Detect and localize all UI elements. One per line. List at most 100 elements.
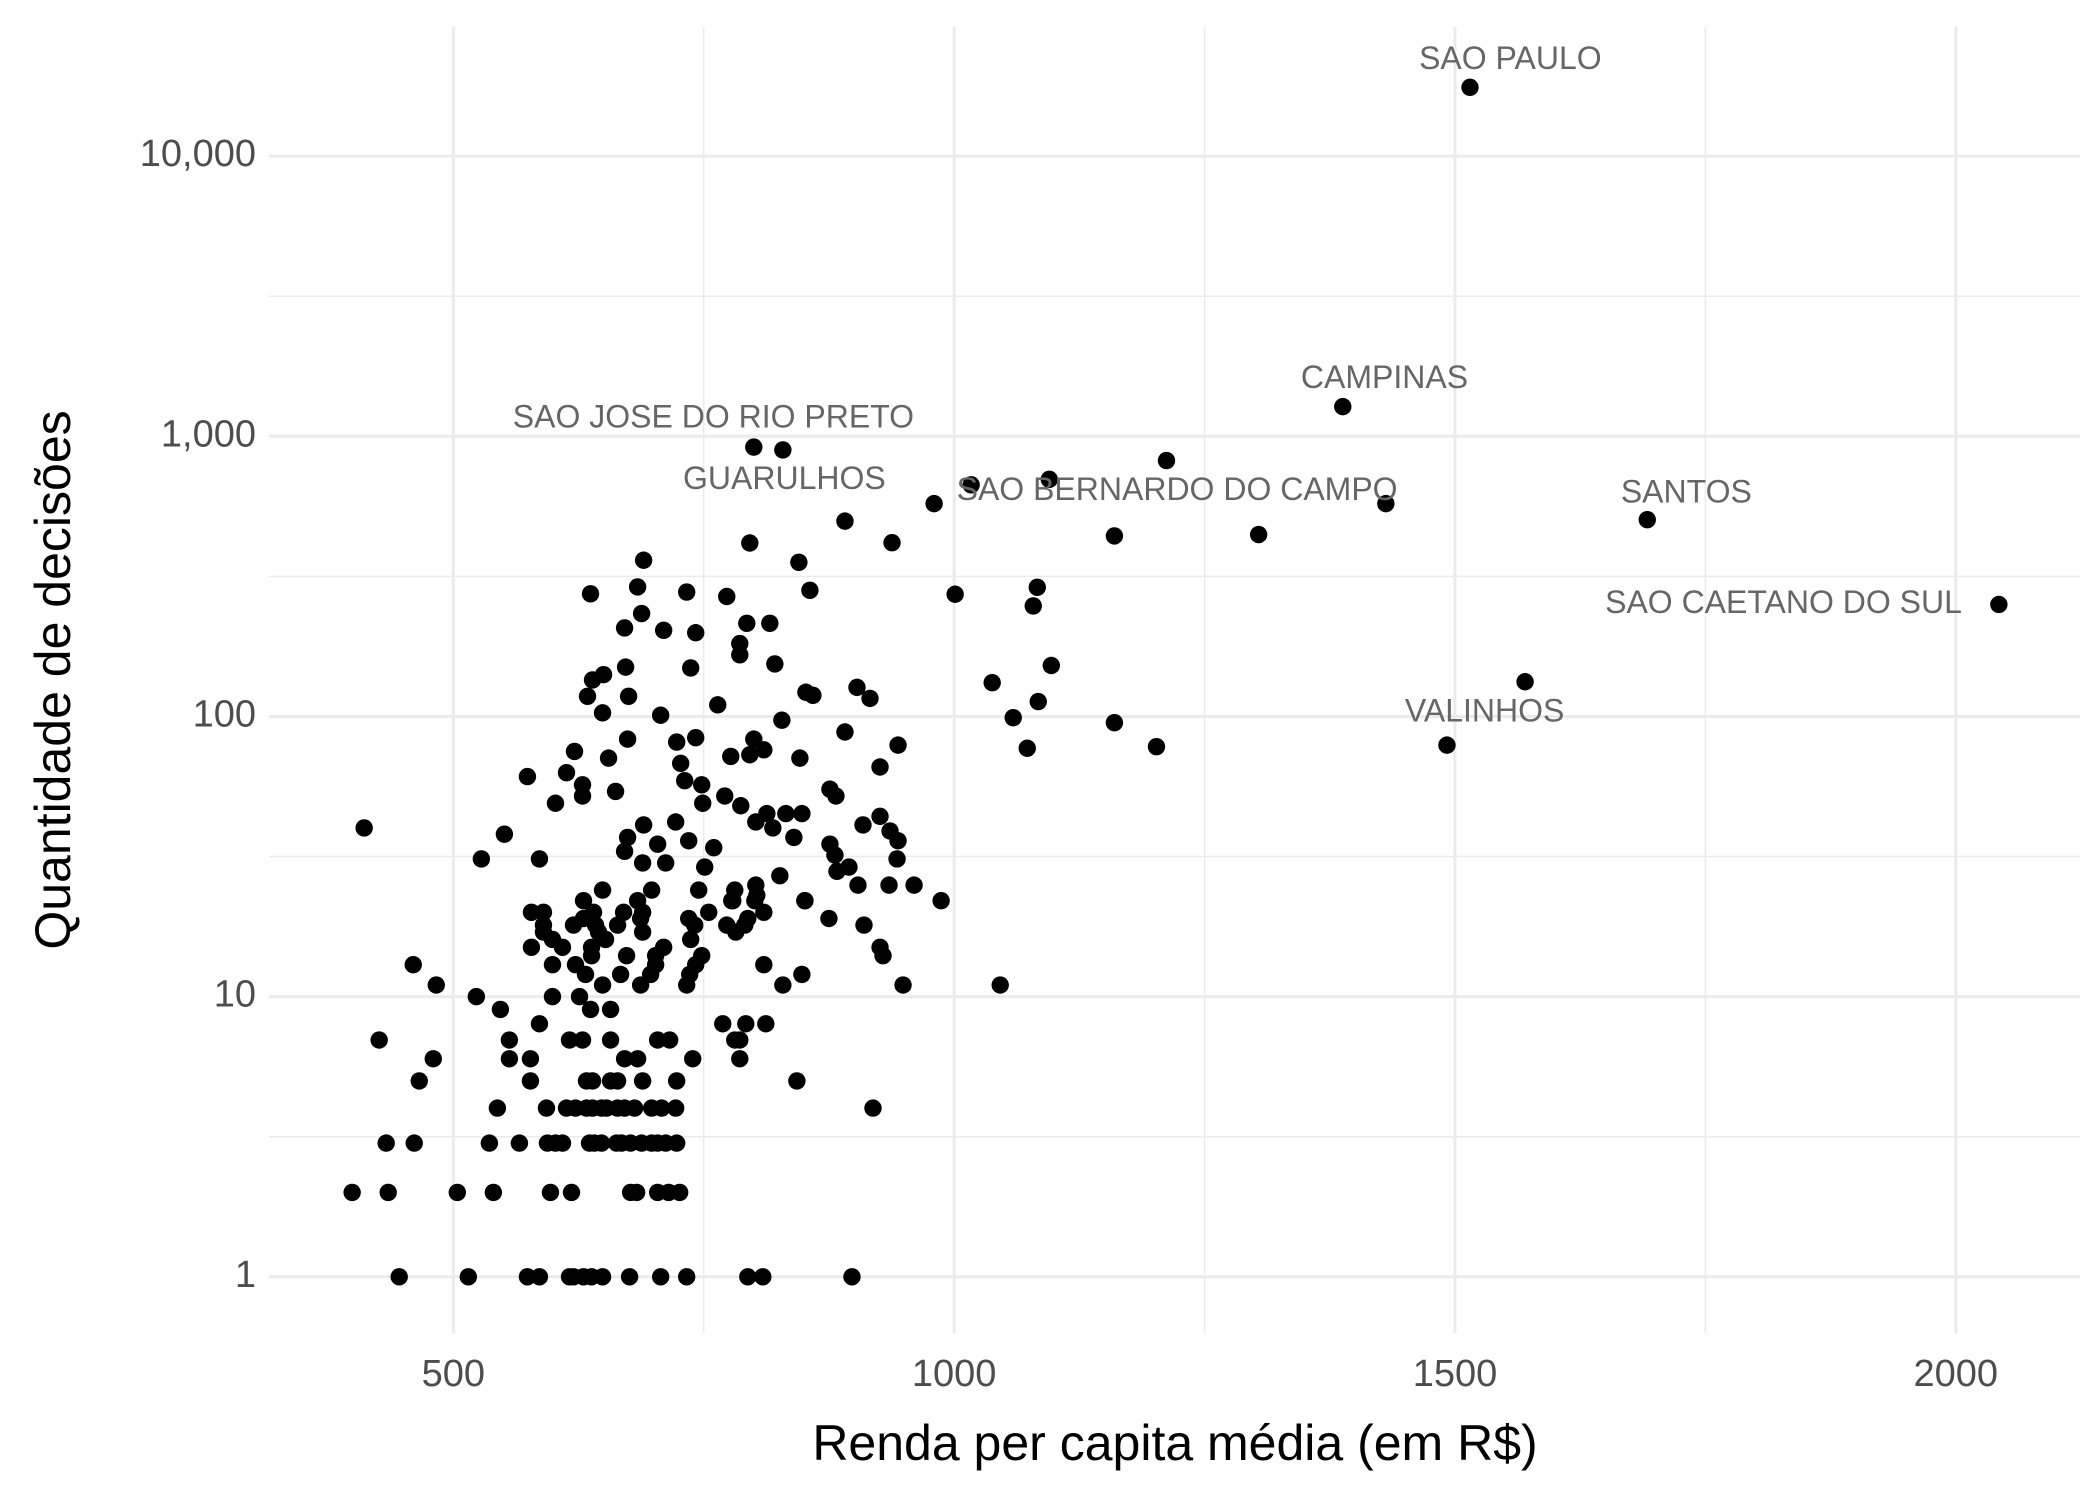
point <box>774 976 792 994</box>
point <box>883 534 901 552</box>
x-tick-label: 2000 <box>1914 1353 1999 1395</box>
point <box>738 614 756 633</box>
y-tick-label: 1,000 <box>161 413 256 455</box>
point <box>905 876 923 894</box>
point <box>404 955 422 974</box>
point <box>700 903 718 921</box>
point <box>894 976 912 994</box>
point <box>660 1031 679 1049</box>
point <box>1029 692 1047 711</box>
point <box>1040 470 1058 489</box>
point <box>741 534 759 552</box>
point <box>611 965 630 984</box>
point <box>599 749 618 767</box>
point <box>1028 578 1046 597</box>
point <box>880 876 898 894</box>
point <box>562 1183 581 1202</box>
point <box>620 1268 639 1286</box>
point <box>355 819 373 837</box>
x-tick-label: 1000 <box>912 1353 997 1395</box>
point <box>754 1268 772 1286</box>
point <box>543 987 562 1006</box>
point <box>534 903 553 921</box>
point <box>488 1099 507 1117</box>
point <box>1377 494 1395 513</box>
point <box>1042 656 1060 675</box>
point <box>671 754 690 773</box>
point <box>1334 397 1352 416</box>
point <box>932 891 950 910</box>
point <box>739 1268 757 1286</box>
point <box>724 891 742 910</box>
point <box>848 678 866 697</box>
point <box>654 938 673 956</box>
point <box>424 1050 442 1068</box>
point <box>518 1268 537 1286</box>
point <box>677 583 696 601</box>
point <box>606 782 625 801</box>
point <box>537 1099 556 1117</box>
point <box>722 747 740 766</box>
point <box>581 1000 600 1019</box>
point <box>343 1183 361 1202</box>
point <box>633 1072 652 1090</box>
point <box>677 1268 696 1286</box>
point <box>618 730 637 748</box>
point <box>731 646 749 664</box>
point <box>534 916 553 934</box>
point <box>854 816 872 834</box>
point <box>557 763 576 782</box>
point <box>716 787 734 805</box>
point <box>1105 713 1124 732</box>
point <box>459 1268 478 1286</box>
point <box>583 1072 602 1090</box>
point <box>820 909 838 928</box>
point <box>390 1268 408 1286</box>
point <box>625 1099 644 1117</box>
point <box>793 804 811 823</box>
point <box>693 946 711 965</box>
point <box>652 1099 671 1117</box>
point <box>656 854 675 872</box>
point <box>592 1134 611 1152</box>
point <box>628 1050 647 1068</box>
point <box>925 494 943 513</box>
point <box>694 794 712 812</box>
point <box>849 876 867 894</box>
point <box>410 1072 428 1090</box>
point <box>448 1183 467 1202</box>
point <box>617 946 636 965</box>
point <box>1024 597 1042 615</box>
point <box>1461 78 1479 97</box>
point <box>946 585 964 603</box>
point <box>616 658 635 676</box>
point <box>793 965 811 984</box>
point <box>521 1050 540 1068</box>
point <box>553 1134 572 1152</box>
point <box>864 1099 882 1117</box>
point <box>667 733 686 751</box>
y-tick-label: 1 <box>235 1254 256 1296</box>
point <box>593 976 612 994</box>
point <box>871 758 889 776</box>
point <box>618 828 637 847</box>
point <box>681 930 700 949</box>
point <box>774 441 792 459</box>
point <box>530 1268 549 1286</box>
point <box>718 587 736 606</box>
point <box>983 673 1001 692</box>
point <box>737 1015 755 1033</box>
point <box>687 624 705 642</box>
point <box>615 842 634 861</box>
point <box>570 987 589 1006</box>
point <box>1249 525 1268 544</box>
point <box>1638 510 1656 529</box>
point <box>370 1031 388 1049</box>
point <box>594 665 613 684</box>
point <box>648 835 667 853</box>
point <box>634 816 653 834</box>
point <box>615 1050 634 1068</box>
point <box>693 776 711 794</box>
point <box>615 619 634 637</box>
point <box>687 728 705 747</box>
